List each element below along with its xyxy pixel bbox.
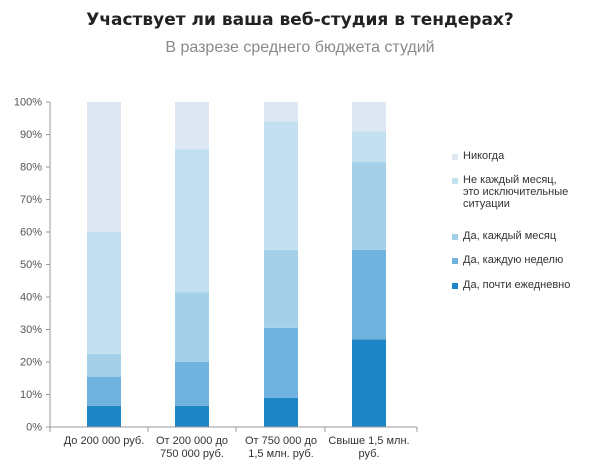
x-category-label: Свыше 1,5 млн.	[328, 435, 409, 447]
y-tick-label: 80%	[20, 162, 42, 174]
chart-title: Участвует ли ваша веб-студия в тендерах?	[86, 10, 514, 30]
y-tick-label: 50%	[20, 259, 42, 271]
x-category-label: От 200 000 до	[156, 435, 228, 447]
bar-segment	[264, 397, 298, 427]
legend-label: Не каждый месяц, это исключительные ситуац…	[463, 174, 569, 210]
legend-label: Да, каждый месяц	[463, 230, 557, 242]
y-tick-label: 30%	[20, 324, 42, 336]
bar-segment	[87, 102, 121, 232]
bar-segment	[264, 121, 298, 250]
legend-label: Никогда	[463, 150, 505, 162]
bar-segment	[175, 362, 209, 406]
bar-segment	[87, 376, 121, 406]
legend-swatch	[452, 258, 458, 264]
legend-label: Да, почти ежедневно	[463, 279, 571, 291]
y-tick-label: 70%	[20, 194, 42, 206]
bar-segment	[264, 249, 298, 328]
y-tick-label: 10%	[20, 389, 42, 401]
y-tick-label: 60%	[20, 227, 42, 239]
legend-swatch	[452, 283, 458, 289]
x-category-label: До 200 000 руб.	[64, 435, 145, 447]
bar-segment	[352, 131, 386, 163]
bar-segment	[87, 353, 121, 377]
x-category-label: руб.	[359, 448, 380, 460]
bar-segment	[352, 102, 386, 132]
bar-segment	[175, 149, 209, 293]
x-category-label: От 750 000 до	[245, 435, 317, 447]
bar-segment	[264, 327, 298, 398]
x-category-label: 750 000 руб.	[160, 448, 224, 460]
legend-swatch	[452, 178, 458, 184]
legend-swatch	[452, 234, 458, 240]
legend-label: Да, каждую неделю	[463, 254, 564, 266]
chart-subtitle: В разрезе среднего бюджета студий	[165, 39, 435, 56]
bar-segment	[352, 339, 386, 427]
bar-segment	[264, 102, 298, 122]
legend-swatch	[452, 154, 458, 160]
y-tick-label: 0%	[26, 422, 42, 434]
bar-segment	[87, 405, 121, 427]
x-category-label: 1,5 млн. руб.	[248, 448, 314, 460]
y-tick-label: 90%	[20, 129, 42, 141]
bar-segment	[175, 292, 209, 362]
y-tick-label: 40%	[20, 292, 42, 304]
y-tick-label: 100%	[14, 97, 42, 109]
bar-segment	[352, 162, 386, 250]
y-tick-label: 20%	[20, 357, 42, 369]
bar-segment	[352, 249, 386, 340]
bar-segment	[175, 405, 209, 427]
bar-segment	[87, 232, 121, 354]
bar-segment	[175, 102, 209, 150]
